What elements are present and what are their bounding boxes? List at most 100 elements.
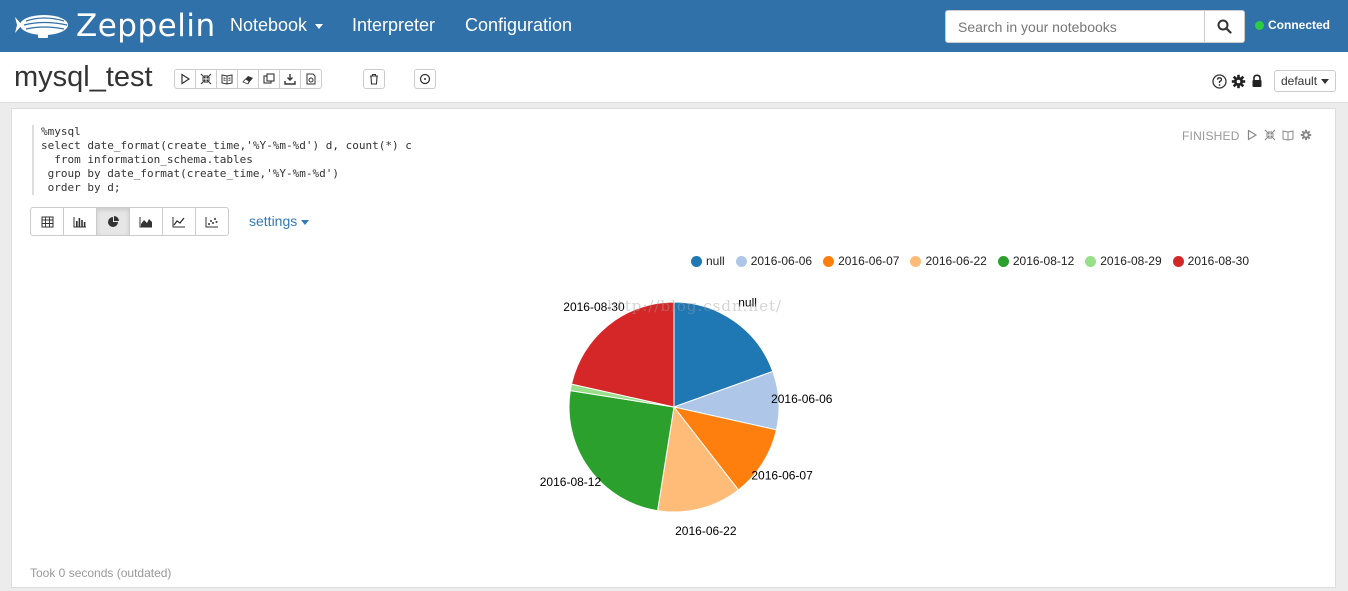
pie-slice[interactable]	[672, 406, 778, 491]
pie-slice[interactable]	[570, 301, 675, 408]
legend-swatch	[823, 255, 835, 267]
brand-logo[interactable]: Zeppelin	[14, 8, 216, 44]
nav-configuration[interactable]: Configuration	[465, 14, 572, 36]
settings-label: settings	[249, 213, 298, 229]
hide-code-button[interactable]	[195, 69, 217, 89]
delete-group	[363, 69, 385, 89]
legend-label: 2016-06-07	[838, 254, 900, 268]
version-icon	[306, 73, 316, 85]
pie-slice[interactable]	[568, 390, 675, 512]
legend-item[interactable]: 2016-06-22	[910, 254, 987, 268]
legend-item[interactable]: null	[691, 254, 725, 268]
search-box	[945, 10, 1245, 43]
legend-item[interactable]: 2016-06-07	[823, 254, 899, 268]
permissions-button[interactable]	[1249, 73, 1265, 89]
note-right-tools: default	[1211, 70, 1337, 92]
viz-settings-toggle[interactable]: settings	[249, 213, 310, 229]
interpreter-mode-label: default	[1281, 74, 1318, 88]
legend-swatch	[997, 255, 1009, 267]
legend-swatch	[1172, 255, 1184, 267]
schedule-button[interactable]	[414, 69, 436, 89]
version-button[interactable]	[300, 69, 322, 89]
legend-item[interactable]: 2016-08-30	[1172, 254, 1250, 268]
code-line: from information_schema.tables	[41, 153, 253, 166]
legend-item[interactable]: 2016-08-29	[1085, 254, 1162, 268]
pie-slice-label: null	[738, 295, 757, 309]
legend-label: 2016-08-30	[1187, 254, 1250, 268]
nav-interpreter[interactable]: Interpreter	[352, 14, 435, 36]
nav-configuration-label: Configuration	[465, 15, 573, 35]
run-all-button[interactable]	[174, 69, 196, 89]
run-paragraph-button[interactable]	[1245, 128, 1258, 141]
help-icon	[1211, 73, 1227, 89]
trash-icon	[370, 73, 378, 85]
note-settings-button[interactable]	[1230, 73, 1246, 89]
output-toggle-icon	[1282, 129, 1293, 141]
clone-icon	[263, 73, 275, 84]
settings-icon	[1300, 129, 1311, 140]
paragraph-controls	[1245, 128, 1317, 141]
note-toolbar	[174, 69, 322, 89]
chevron-down-icon	[301, 219, 310, 225]
delete-note-button[interactable]	[363, 69, 385, 89]
viz-table-button[interactable]	[30, 207, 64, 236]
chevron-down-icon	[1321, 78, 1330, 84]
run-all-icon	[181, 73, 191, 85]
legend-label: null	[706, 254, 725, 268]
clear-output-button[interactable]	[237, 69, 259, 89]
brand-name: Zeppelin	[76, 8, 216, 44]
zeppelin-icon	[15, 15, 68, 38]
nav-interpreter-label: Interpreter	[352, 15, 436, 35]
search-button[interactable]	[1204, 11, 1244, 42]
navbar: Zeppelin Notebook Interpreter Configurat…	[0, 0, 1348, 52]
connection-label: Connected	[1268, 18, 1331, 32]
legend-label: 2016-08-29	[1100, 254, 1162, 268]
pie-slice-label: 2016-06-22	[675, 524, 737, 538]
help-button[interactable]	[1211, 73, 1227, 89]
search-icon	[1217, 19, 1232, 34]
nav-notebook-menu[interactable]: Notebook	[230, 14, 324, 36]
gear-icon	[1231, 74, 1245, 88]
viz-area-button[interactable]	[129, 207, 163, 236]
viz-scatter-button[interactable]	[195, 207, 229, 236]
lock-icon	[1252, 74, 1262, 87]
execution-time: Took 0 seconds (outdated)	[30, 566, 172, 580]
viz-line-button[interactable]	[162, 207, 196, 236]
area-chart-icon	[139, 216, 152, 227]
legend-label: 2016-06-22	[925, 254, 987, 268]
pie-slice-label: 2016-08-12	[540, 475, 602, 489]
legend-swatch	[910, 255, 922, 267]
hide-output-button[interactable]	[216, 69, 238, 89]
pie-chart-icon	[107, 216, 119, 227]
viz-pie-button[interactable]	[96, 207, 130, 236]
search-input[interactable]	[946, 11, 1204, 42]
code-line: %mysql	[41, 125, 81, 138]
connection-status: Connected	[1255, 18, 1330, 32]
paragraph-status: FINISHED	[1182, 129, 1240, 143]
pie-slice-label: 2016-08-30	[563, 300, 625, 314]
code-line: group by date_format(create_time,'%Y-%m-…	[41, 167, 340, 180]
legend-swatch	[735, 255, 747, 267]
paragraph: %mysql select date_format(create_time,'%Y…	[11, 108, 1336, 588]
clock-icon	[419, 73, 431, 85]
collapse-paragraph-button[interactable]	[1263, 128, 1276, 141]
legend-swatch	[1085, 255, 1097, 267]
note-header: mysql_test	[0, 52, 1348, 103]
toggle-output-button[interactable]	[1281, 128, 1294, 141]
export-button[interactable]	[279, 69, 301, 89]
code-editor[interactable]: %mysql select date_format(create_time,'%Y…	[32, 125, 412, 195]
clone-button[interactable]	[258, 69, 280, 89]
note-title[interactable]: mysql_test	[14, 61, 153, 93]
code-line: select date_format(create_time,'%Y-%m-%d…	[41, 139, 412, 152]
code-line: order by d;	[41, 181, 121, 194]
legend-item[interactable]: 2016-06-06	[735, 254, 812, 268]
line-chart-icon	[172, 216, 185, 227]
interpreter-mode-dropdown[interactable]: default	[1274, 70, 1337, 92]
status-dot-icon	[1255, 20, 1264, 30]
pie-slice[interactable]	[673, 301, 774, 408]
paragraph-settings-button[interactable]	[1299, 128, 1312, 141]
pie-slice-label: 2016-06-07	[751, 469, 813, 483]
legend-item[interactable]: 2016-08-12	[997, 254, 1074, 268]
schedule-group	[414, 69, 436, 89]
pie-slice[interactable]	[657, 405, 740, 513]
